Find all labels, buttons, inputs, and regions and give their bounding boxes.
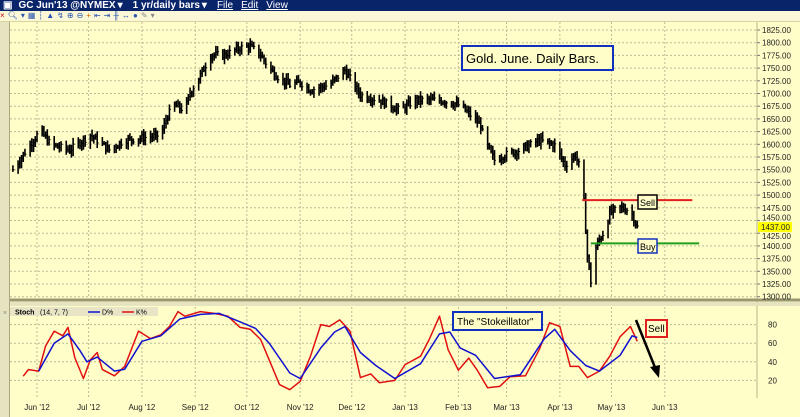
k-line (22, 310, 638, 391)
stoch-tick-label: 20 (768, 376, 777, 385)
date-tick-label: Jun '13 (652, 403, 678, 412)
date-tick-label: Dec '12 (338, 403, 365, 412)
dropdown-icon[interactable]: ▾ (20, 11, 28, 20)
symbol-selector[interactable]: GC Jun'13 @NYMEX (18, 0, 116, 11)
last-price-label: 1437.00 (761, 223, 790, 232)
stoch-axis: 80 60 40 20 (768, 321, 777, 386)
stoch-legend-params[interactable]: (14, 7, 7) (40, 310, 68, 317)
d-line (38, 312, 638, 380)
buy-label: Buy (640, 242, 656, 252)
chart-type-icon[interactable]: ▦ (27, 11, 39, 20)
stoch-tick-label: 60 (768, 339, 777, 348)
stoch-sell-label: Sell (648, 324, 665, 335)
date-tick-label: Feb '13 (445, 403, 472, 412)
price-tick-label: 1675.00 (762, 102, 791, 111)
date-tick-label: May '13 (598, 403, 626, 412)
stoch-legend-name: Stoch (15, 310, 34, 317)
price-tick-label: 1775.00 (762, 51, 791, 60)
price-tick-label: 1375.00 (762, 255, 791, 264)
price-axis: 1825.00 1800.00 1775.00 1750.00 1725.00 1700.… (757, 26, 791, 302)
price-tick-label: 1750.00 (762, 64, 791, 73)
symbol-dropdown-icon[interactable]: ▾ (117, 0, 123, 11)
last-price-highlight (758, 222, 792, 233)
bar-icon[interactable]: ┆ (38, 11, 47, 20)
menu-edit[interactable]: Edit (241, 0, 259, 11)
dropdown-icon[interactable]: ▾ (150, 11, 158, 20)
price-tick-label: 1300.00 (762, 293, 791, 302)
sell-arrow-line (634, 319, 658, 371)
d-legend-label: D% (102, 310, 113, 317)
stoch-tick-label: 40 (768, 358, 777, 367)
price-tick-label: 1325.00 (762, 280, 791, 289)
title-bar: ▣ GC Jun'13 @NYMEX ▾ 1 yr/daily bars ▾ F… (0, 0, 800, 11)
date-axis: Jun '12 Jul '12 Aug '12 Sep '12 Oct '12 Nov '… (24, 403, 678, 412)
stoch-legend (10, 307, 158, 316)
date-tick-label: Apr '13 (547, 403, 573, 412)
crosshair-icon[interactable]: + (86, 11, 94, 20)
wrench-icon[interactable]: ✎ (140, 11, 151, 20)
price-tick-label: 1800.00 (762, 39, 791, 48)
price-tick-label: 1425.00 (762, 232, 791, 241)
date-tick-label: Jan '13 (392, 403, 418, 412)
zoom-in-icon[interactable]: ⊕ (66, 11, 77, 20)
draw-icon[interactable]: ↯ (57, 11, 67, 20)
chart-title: Gold. June. Daily Bars. (466, 51, 599, 66)
date-tick-label: Jun '12 (24, 403, 50, 412)
date-tick-label: Nov '12 (287, 403, 314, 412)
price-tick-label: 1600.00 (762, 140, 791, 149)
stoch-tick-label: 80 (768, 321, 777, 330)
timeframe-selector[interactable]: 1 yr/daily bars (132, 0, 200, 11)
price-tick-label: 1725.00 (762, 77, 791, 86)
menu-view[interactable]: View (266, 0, 288, 11)
stoch-title-box (452, 311, 543, 331)
price-tick-label: 1550.00 (762, 166, 791, 175)
price-tick-label: 1400.00 (762, 242, 791, 251)
zoom-icon[interactable]: 🔍︎ (7, 11, 21, 20)
stoch-title: The "Stokeillator" (457, 317, 534, 328)
price-tick-label: 1350.00 (762, 267, 791, 276)
scroll-left-icon[interactable]: ⇤ (93, 11, 104, 20)
price-tick-label: 1450.00 (762, 214, 791, 223)
price-tick-label: 1575.00 (762, 153, 791, 162)
date-tick-label: Mar '13 (493, 403, 520, 412)
price-tick-label: 1525.00 (762, 178, 791, 187)
expand-icon[interactable]: ↔ (122, 11, 134, 20)
price-bars (12, 38, 639, 288)
close-icon[interactable]: × (0, 11, 8, 20)
buy-label-box (637, 238, 658, 254)
panel-gap (10, 302, 800, 306)
toolbar: ×🔍︎▾▦┆▲↯⊕⊖+⇤⇥╫↔●✎▾ (0, 11, 800, 22)
price-tick-label: 1500.00 (762, 191, 791, 200)
price-tick-label: 1825.00 (762, 26, 791, 35)
timeframe-dropdown-icon[interactable]: ▾ (201, 0, 207, 11)
window-icon[interactable]: ▣ (3, 0, 13, 11)
date-tick-label: Aug '12 (128, 403, 155, 412)
k-legend-label: K% (136, 310, 147, 317)
price-tick-label: 1625.00 (762, 128, 791, 137)
zoom-out-icon[interactable]: ⊖ (76, 11, 87, 20)
sell-label: Sell (640, 198, 655, 208)
stoch-sell-box (645, 319, 668, 338)
grid (10, 22, 757, 398)
date-tick-label: Oct '12 (234, 403, 260, 412)
price-tick-label: 1700.00 (762, 90, 791, 99)
date-tick-label: Sep '12 (182, 403, 209, 412)
scroll-strip[interactable] (0, 22, 10, 417)
sell-label-box (637, 194, 658, 210)
center-icon[interactable]: ╫ (113, 11, 123, 20)
stoch-lines (22, 310, 638, 391)
price-tick-label: 1475.00 (762, 204, 791, 213)
menu-file[interactable]: File (216, 0, 234, 11)
arrow-down-icon (650, 365, 660, 378)
mountain-icon[interactable]: ▲ (46, 11, 58, 20)
price-tick-label: 1650.00 (762, 115, 791, 124)
color-icon[interactable]: ● (133, 11, 141, 20)
chart-title-box (461, 45, 614, 71)
scroll-right-icon[interactable]: ⇥ (103, 11, 114, 20)
date-tick-label: Jul '12 (77, 403, 100, 412)
